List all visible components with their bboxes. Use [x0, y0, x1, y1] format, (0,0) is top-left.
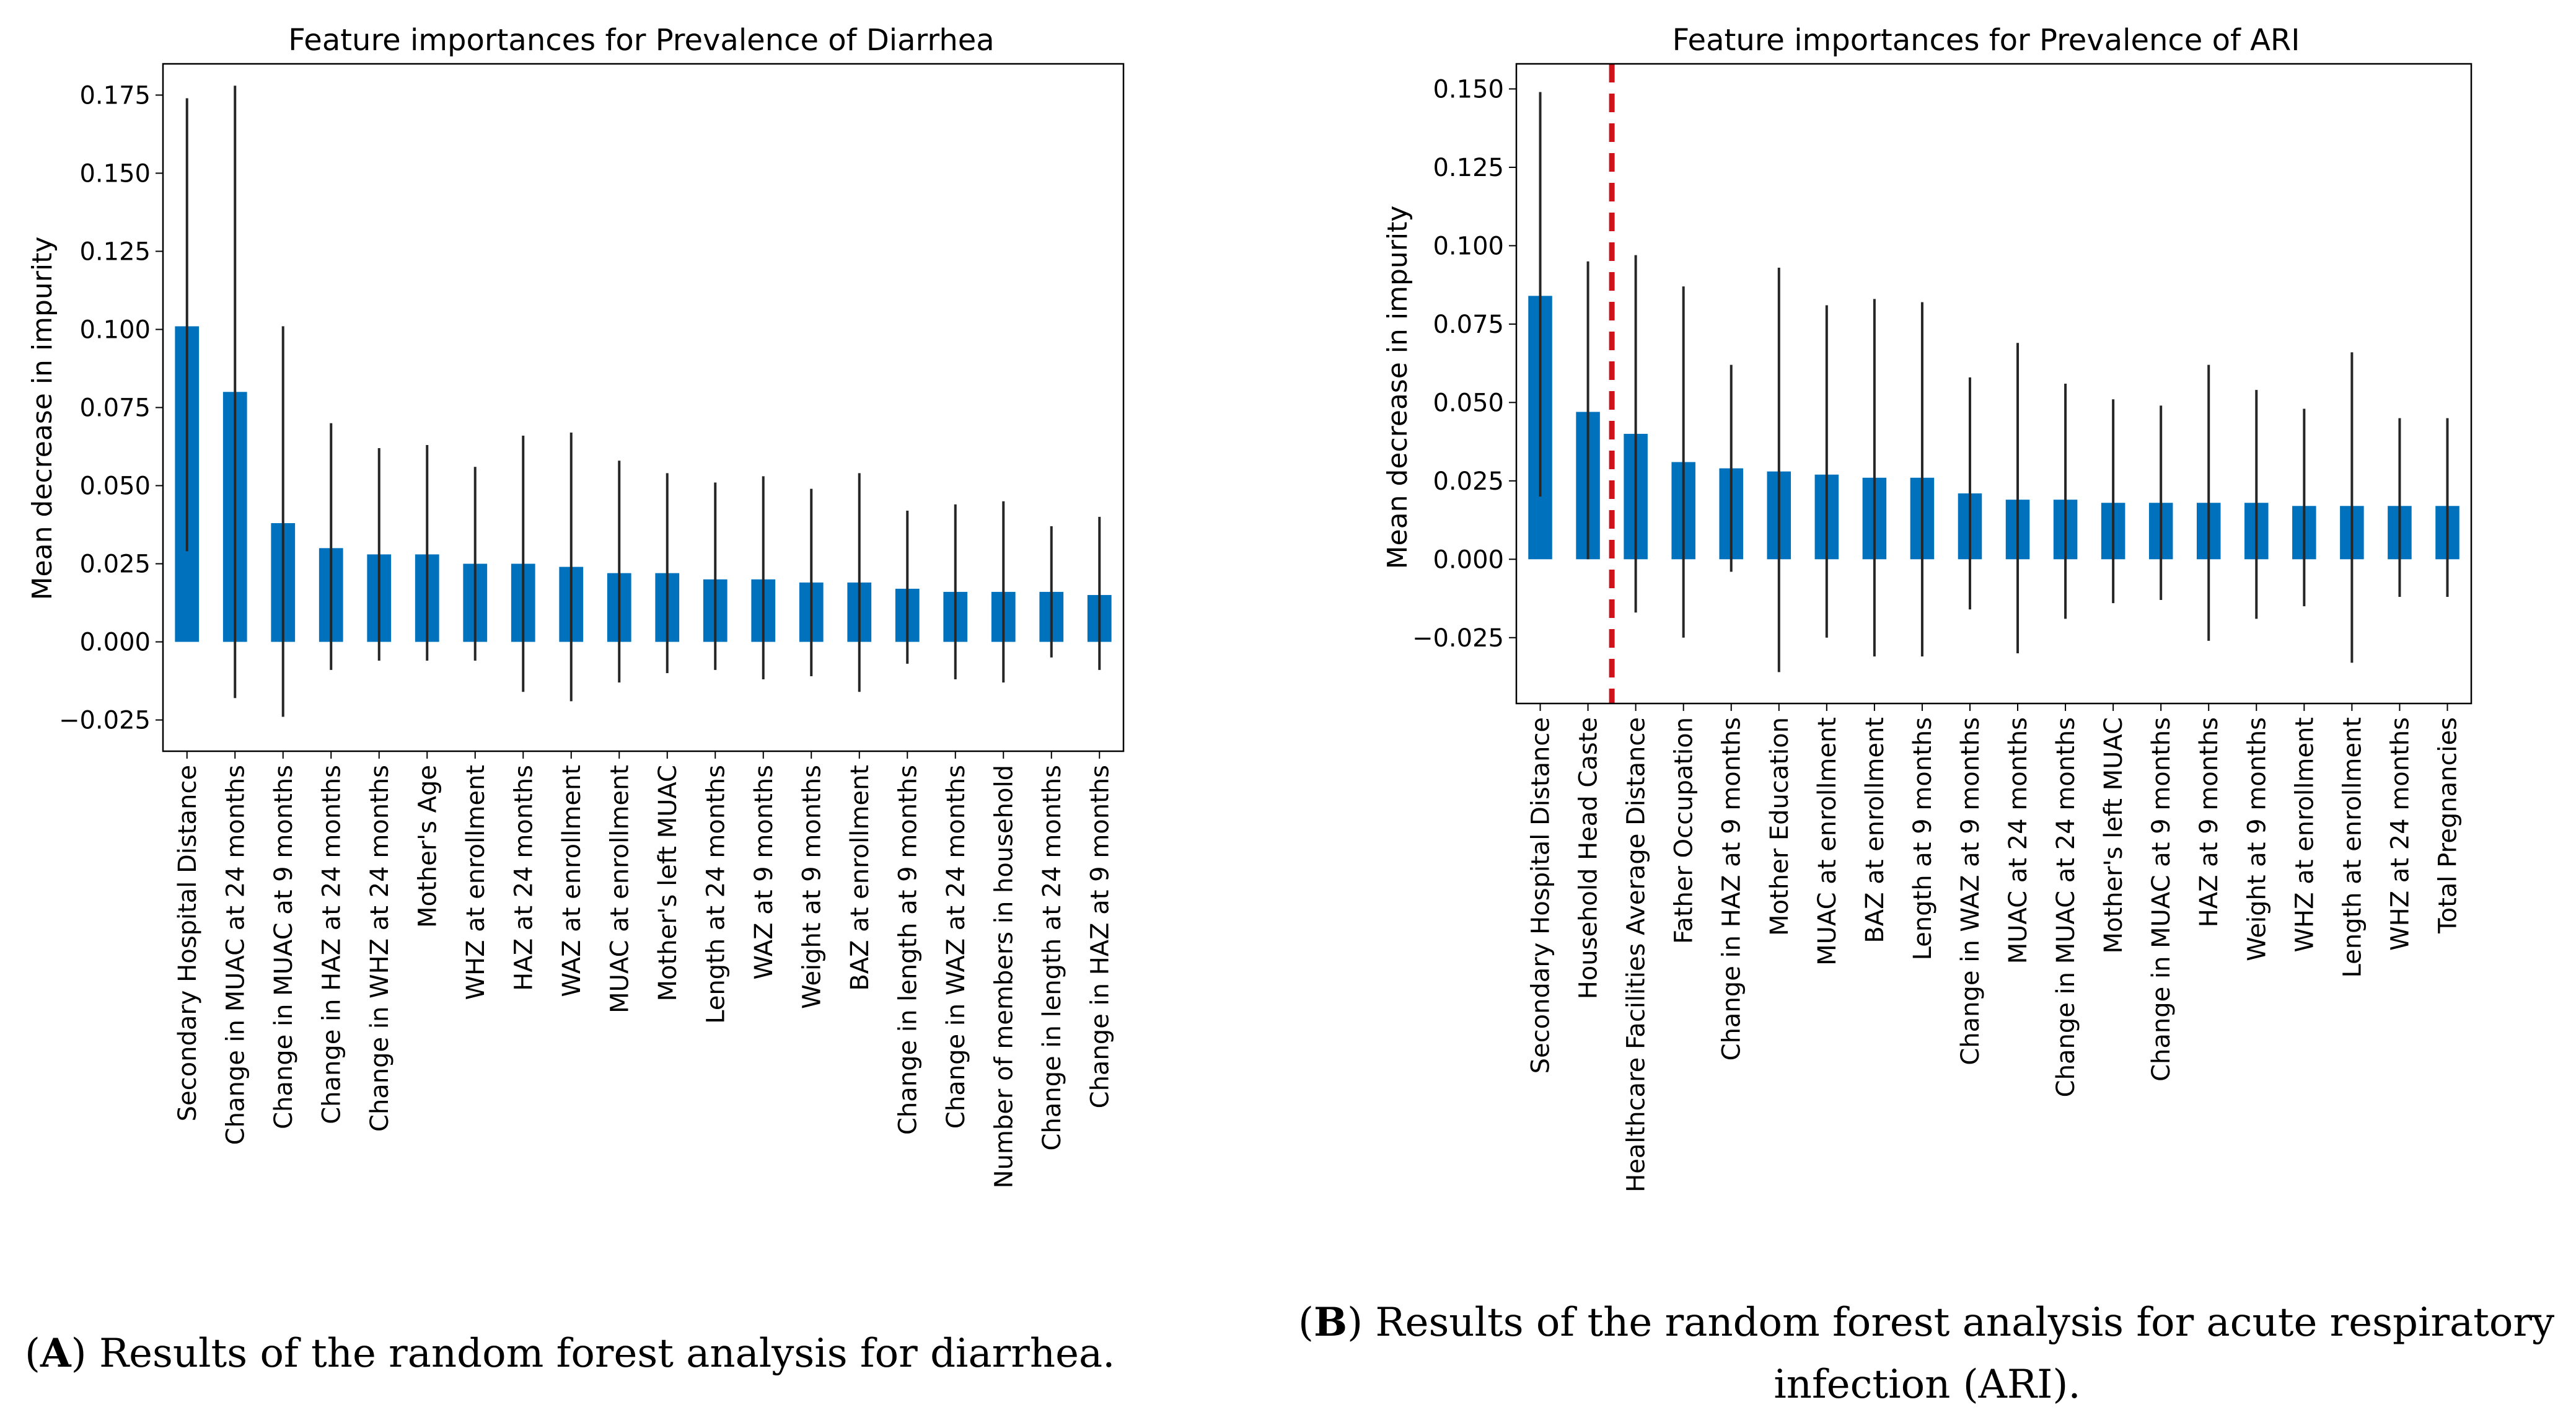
x-tick-label: MUAC at enrollment — [605, 765, 634, 1013]
y-tick-label: 0.025 — [79, 550, 151, 579]
x-tick-label: WAZ at 9 months — [750, 765, 778, 980]
y-tick-label: 0.150 — [79, 159, 151, 188]
x-tick-label: WHZ at 24 months — [2386, 717, 2414, 951]
x-tick-label: BAZ at enrollment — [846, 765, 874, 991]
x-tick-label: Change in MUAC at 9 months — [270, 765, 298, 1129]
x-tick-label: Healthcare Facilities Average Distance — [1622, 717, 1651, 1193]
x-tick-label: Weight at 9 months — [798, 765, 826, 1009]
x-tick-label: Change in WHZ at 24 months — [366, 765, 394, 1132]
x-tick-label: Change in MUAC at 24 months — [2052, 717, 2080, 1097]
chart-diarrhea: Feature importances for Prevalence of Di… — [27, 23, 1125, 1188]
y-tick-label: 0.100 — [1433, 232, 1504, 260]
chart-ari: Feature importances for Prevalence of AR… — [1382, 23, 2473, 1193]
caption-a-letter: A — [40, 1330, 72, 1377]
y-tick-label: 0.050 — [79, 472, 151, 501]
x-tick-label: Household Head Caste — [1575, 717, 1603, 999]
x-tick-label: Length at 24 months — [701, 765, 730, 1024]
x-tick-label: Secondary Hospital Distance — [1527, 717, 1555, 1074]
x-tick-label: MUAC at enrollment — [1813, 717, 1842, 966]
y-tick-label: 0.025 — [1433, 467, 1504, 496]
x-tick-label: Change in length at 24 months — [1038, 765, 1066, 1150]
caption-b-line-2: infection (ARI). — [1774, 1362, 2080, 1408]
x-tick-label: WHZ at enrollment — [2290, 717, 2319, 953]
y-tick-label: 0.000 — [79, 628, 151, 657]
x-tick-label: Change in WAZ at 24 months — [942, 765, 970, 1129]
y-tick-label: 0.100 — [79, 315, 151, 344]
caption-b-line-1: (B) Results of the random forest analysi… — [1298, 1299, 2554, 1346]
x-tick-label: Mother's left MUAC — [654, 765, 682, 1002]
axes-frame — [1515, 63, 2473, 705]
x-tick-label: BAZ at enrollment — [1861, 717, 1889, 943]
caption-b-letter: B — [1314, 1299, 1347, 1346]
chart-title: Feature importances for Prevalence of Di… — [288, 23, 994, 58]
y-tick-label: 0.000 — [1433, 545, 1504, 574]
chart-title: Feature importances for Prevalence of AR… — [1673, 23, 2300, 58]
y-tick-label: 0.175 — [79, 81, 151, 110]
x-tick-label: Mother's left MUAC — [2099, 717, 2128, 954]
x-tick-label: Change in HAZ at 24 months — [317, 765, 346, 1124]
y-tick-label: 0.150 — [1433, 75, 1504, 104]
x-tick-label: Father Occupation — [1670, 717, 1699, 944]
y-axis-label: Mean decrease in impurity — [27, 237, 58, 601]
y-tick-label: 0.075 — [79, 394, 151, 423]
x-tick-label: WHZ at enrollment — [462, 765, 490, 1000]
y-tick-label: −0.025 — [59, 707, 151, 735]
y-tick-label: 0.050 — [1433, 389, 1504, 417]
x-tick-label: HAZ at 9 months — [2195, 717, 2223, 927]
caption-a: (A) Results of the random forest analysi… — [25, 1330, 1115, 1377]
x-tick-label: Secondary Hospital Distance — [174, 765, 202, 1121]
y-tick-label: 0.075 — [1433, 311, 1504, 339]
axes-frame — [162, 63, 1125, 752]
y-tick-label: 0.125 — [79, 237, 151, 266]
x-tick-label: Change in HAZ at 9 months — [1086, 765, 1114, 1108]
y-axis-label: Mean decrease in impurity — [1382, 206, 1413, 570]
x-tick-label: Change in MUAC at 24 months — [221, 765, 250, 1145]
x-tick-label: Change in MUAC at 9 months — [2147, 717, 2176, 1082]
x-tick-label: Change in HAZ at 9 months — [1718, 717, 1746, 1061]
x-tick-label: Change in length at 9 months — [894, 765, 922, 1135]
caption-b-text: ) Results of the random forest analysis … — [1347, 1300, 2554, 1346]
y-tick-label: 0.125 — [1433, 154, 1504, 182]
x-tick-label: Mother's Age — [413, 765, 442, 928]
caption-a-text: ) Results of the random forest analysis … — [71, 1331, 1115, 1377]
x-tick-label: Length at enrollment — [2338, 717, 2367, 977]
x-tick-label: HAZ at 24 months — [509, 765, 538, 991]
x-tick-label: Number of members in household — [990, 765, 1018, 1188]
y-tick-label: −0.025 — [1412, 624, 1504, 653]
x-tick-label: Mother Education — [1765, 717, 1794, 936]
x-tick-label: MUAC at 24 months — [2004, 717, 2033, 964]
x-tick-label: Length at 9 months — [1909, 717, 1937, 960]
x-tick-label: WAZ at enrollment — [558, 765, 586, 997]
x-tick-label: Change in WAZ at 9 months — [1956, 717, 1985, 1065]
x-tick-label: Total Pregnancies — [2433, 717, 2462, 934]
x-tick-label: Weight at 9 months — [2243, 717, 2271, 961]
